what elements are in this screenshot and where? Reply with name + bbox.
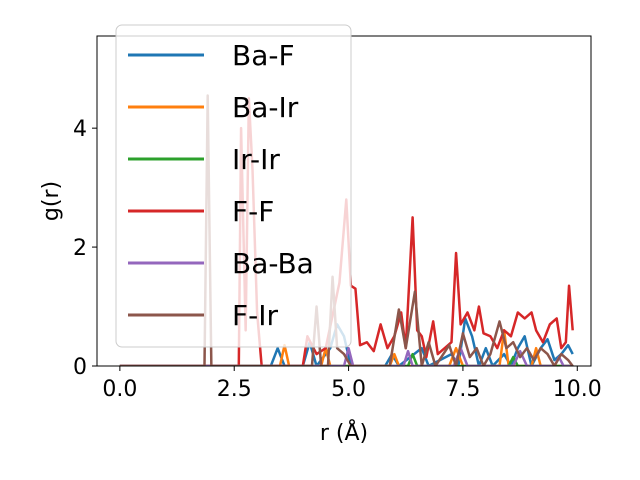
y-axis-label: g(r) xyxy=(39,181,64,221)
legend-label-f-ir: F-Ir xyxy=(232,299,278,332)
y-tick-label: 4 xyxy=(73,117,87,142)
legend-label-ir-ir: Ir-Ir xyxy=(232,143,280,176)
x-tick-label: 0.0 xyxy=(102,377,137,402)
legend-label-f-f: F-F xyxy=(232,195,274,228)
y-axis-ticks: 0 2 4 xyxy=(73,117,97,380)
y-tick-label: 2 xyxy=(73,236,87,261)
y-tick-label: 0 xyxy=(73,355,87,380)
legend-label-ba-ba: Ba-Ba xyxy=(232,247,314,280)
x-axis-label: r (Å) xyxy=(320,419,368,446)
legend: Ba-F Ba-Ir Ir-Ir F-F Ba-Ba F-Ir xyxy=(115,24,352,348)
x-tick-label: 10.0 xyxy=(553,377,602,402)
series-line-ir-ir xyxy=(119,352,573,366)
x-tick-label: 5.0 xyxy=(331,377,366,402)
series-line-f-ir xyxy=(119,94,574,366)
x-tick-label: 7.5 xyxy=(445,377,480,402)
legend-label-ba-f: Ba-F xyxy=(232,39,295,72)
x-axis-ticks: 0.0 2.5 5.0 7.5 10.0 xyxy=(102,366,602,402)
legend-label-ba-ir: Ba-Ir xyxy=(232,91,299,124)
x-tick-label: 2.5 xyxy=(217,377,252,402)
